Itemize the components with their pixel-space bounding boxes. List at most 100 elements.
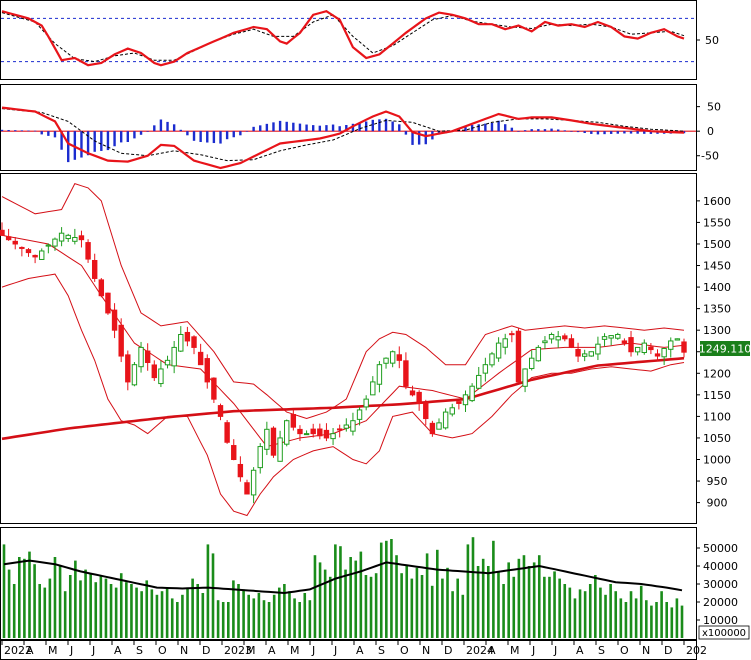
volume-bar xyxy=(451,591,454,638)
volume-bar xyxy=(599,587,602,638)
price-panel xyxy=(0,173,697,524)
candle-body xyxy=(681,341,687,353)
x-tick-label: A xyxy=(26,644,34,657)
volume-layer: 10000 20000 30000 40000 50000 xyxy=(2,537,738,638)
macd-histogram-bar xyxy=(259,125,262,132)
volume-bar xyxy=(558,578,561,638)
price-tick-label: 1000 xyxy=(703,453,731,466)
price-tick-label: 1350 xyxy=(703,303,731,316)
macd-histogram-bar xyxy=(596,131,600,135)
candle-body xyxy=(0,229,5,236)
volume-bar xyxy=(588,584,592,638)
volume-bar xyxy=(196,584,200,638)
volume-bar xyxy=(548,576,551,638)
last-price-label: 1249.110 xyxy=(699,343,751,356)
macd-histogram-bar xyxy=(497,120,500,132)
macd-histogram-bar xyxy=(53,131,57,138)
volume-bar xyxy=(537,555,541,638)
candle-body xyxy=(495,342,502,359)
volume-bar xyxy=(614,591,618,638)
volume-bar xyxy=(563,584,567,638)
macd-histogram-bar xyxy=(530,129,533,132)
macd-tick-label: -50 xyxy=(701,150,719,163)
volume-bar xyxy=(63,591,67,638)
macd-histogram-bar xyxy=(292,122,295,132)
volume-bar xyxy=(257,593,261,638)
macd-histogram-bar xyxy=(14,130,17,132)
volume-bar xyxy=(130,584,133,638)
macd-histogram-bar xyxy=(616,131,619,134)
volume-bar xyxy=(543,576,546,638)
candle-body xyxy=(509,333,515,336)
macd-histogram-bar xyxy=(590,131,593,134)
candle-body xyxy=(648,346,654,351)
volume-bar xyxy=(303,593,307,638)
candle-body xyxy=(118,324,124,357)
volume-bar xyxy=(53,557,57,638)
candle-body xyxy=(284,420,290,445)
price-tick-label: 900 xyxy=(707,497,728,510)
volume-bar xyxy=(629,591,633,638)
macd-histogram-bar xyxy=(338,126,341,132)
volume-bar xyxy=(359,551,363,638)
volume-bar xyxy=(323,569,327,638)
volume-bar xyxy=(334,544,337,638)
macd-histogram-bar xyxy=(504,124,507,132)
volume-bar xyxy=(461,594,465,638)
volume-bar xyxy=(318,562,322,638)
macd-histogram-bar xyxy=(325,125,328,132)
volume-bar xyxy=(313,555,317,638)
macd-histogram-bar xyxy=(543,129,547,132)
volume-bar xyxy=(38,584,41,638)
macd-histogram-bar xyxy=(219,131,222,144)
macd-histogram-bar xyxy=(378,119,381,132)
candle-body xyxy=(376,364,383,385)
volume-bar xyxy=(176,602,179,638)
macd-histogram-bar xyxy=(609,131,613,134)
volume-bar xyxy=(79,580,82,638)
candle-body xyxy=(323,429,330,439)
volume-bar xyxy=(594,575,597,638)
macd-histogram-bar xyxy=(583,131,586,134)
volume-bar xyxy=(619,598,623,638)
x-tick-label: D xyxy=(444,644,452,657)
macd-histogram-bar xyxy=(146,131,149,132)
price-tick-label: 1150 xyxy=(703,389,731,402)
macd-histogram-bar xyxy=(106,131,110,151)
volume-bar xyxy=(17,557,21,638)
x-tick-label: M xyxy=(246,644,256,657)
macd-histogram-bar xyxy=(417,131,421,145)
macd-panel xyxy=(0,84,697,171)
volume-bar xyxy=(512,576,516,638)
x-tick-label: M xyxy=(290,644,300,657)
macd-histogram-bar xyxy=(384,118,388,132)
candle-body xyxy=(178,333,184,352)
candle-body xyxy=(542,340,548,344)
x-tick-label: 2023 xyxy=(224,644,252,657)
price-tick-label: 1200 xyxy=(703,367,731,380)
volume-bar xyxy=(339,546,342,638)
volume-bar xyxy=(436,549,439,638)
candle-body xyxy=(615,333,621,339)
candle-body xyxy=(396,354,402,361)
volume-moving-average xyxy=(3,559,683,595)
macd-histogram-bar xyxy=(510,127,514,132)
candle-body xyxy=(65,234,71,240)
candle-body xyxy=(317,428,323,437)
volume-bar xyxy=(639,585,643,638)
volume-bar xyxy=(119,573,123,638)
candle-body xyxy=(231,445,237,460)
macd-histogram-bar xyxy=(80,131,83,158)
candle-body xyxy=(555,336,561,341)
candle-body xyxy=(204,358,210,383)
x-tick-label: J xyxy=(311,644,315,657)
candle-body xyxy=(423,402,429,420)
x-tick-label: D xyxy=(202,644,210,657)
candle-body xyxy=(482,364,489,374)
volume-bar xyxy=(283,584,286,638)
candle-body xyxy=(654,353,661,357)
x-axis-panel xyxy=(0,640,697,660)
candle-body xyxy=(502,338,508,348)
volume-bar xyxy=(2,544,6,638)
macd-histogram-bar xyxy=(153,125,156,132)
